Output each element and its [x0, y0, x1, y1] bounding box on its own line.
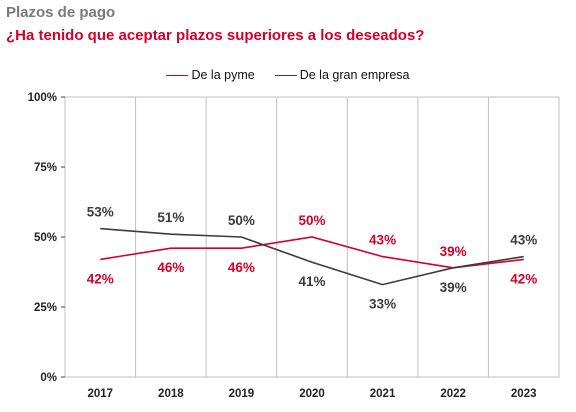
data-label-series-1: 39%: [440, 280, 467, 295]
data-label-series-0: 42%: [510, 271, 537, 286]
data-label-series-0: 43%: [369, 233, 396, 248]
data-label-series-1: 43%: [510, 233, 537, 248]
x-tick-label: 2023: [511, 388, 537, 400]
y-tick-label: 0%: [40, 372, 57, 384]
legend-label-pyme: De la pyme: [191, 68, 255, 82]
legend-swatch-pyme: [166, 74, 189, 76]
legend-swatch-gran-empresa: [274, 74, 297, 76]
x-tick-label: 2021: [370, 388, 396, 400]
y-tick-label: 100%: [28, 92, 57, 104]
x-tick-label: 2018: [158, 388, 184, 400]
legend-label-gran-empresa: De la gran empresa: [299, 68, 410, 82]
y-tick-label: 25%: [34, 302, 57, 314]
data-label-series-0: 42%: [87, 271, 114, 286]
y-tick-label: 50%: [34, 232, 57, 244]
chart-title: Plazos de pago: [6, 4, 116, 21]
data-label-series-0: 50%: [298, 213, 325, 228]
y-tick-label: 75%: [34, 162, 57, 174]
data-label-series-0: 46%: [157, 260, 184, 275]
x-tick-label: 2019: [229, 388, 255, 400]
x-tick-label: 2022: [440, 388, 466, 400]
x-tick-label: 2020: [299, 388, 325, 400]
data-label-series-0: 46%: [228, 260, 255, 275]
chart-subtitle: ¿Ha tenido que aceptar plazos superiores…: [6, 27, 425, 44]
data-label-series-0: 39%: [440, 244, 467, 259]
data-label-series-1: 41%: [298, 274, 325, 289]
data-label-series-1: 53%: [87, 205, 114, 220]
legend-item-gran-empresa: De la gran empresa: [274, 68, 410, 82]
data-label-series-1: 33%: [369, 297, 396, 312]
x-tick-label: 2017: [87, 388, 113, 400]
legend-item-pyme: De la pyme: [166, 68, 255, 82]
data-label-series-1: 51%: [157, 210, 184, 225]
legend: De la pyme De la gran empresa: [0, 68, 576, 82]
series-line-1: [100, 227, 524, 286]
data-label-series-1: 50%: [228, 213, 255, 228]
